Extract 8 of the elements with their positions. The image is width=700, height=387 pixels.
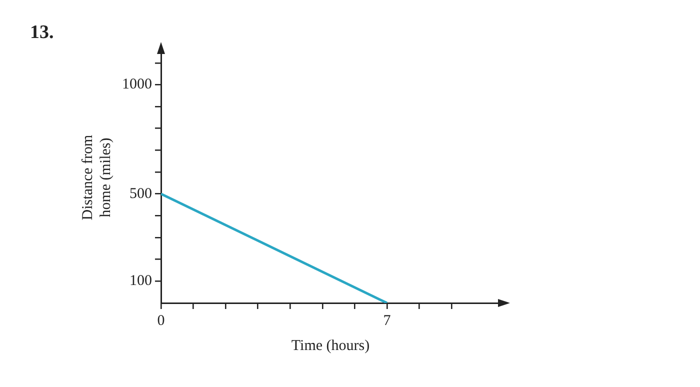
y-tick-label: 100 [130,273,152,290]
x-tick-label: 7 [383,312,392,329]
x-axis-title: Time (hours) [291,338,370,354]
y-axis-title: Distance from home (miles) [80,134,114,220]
text: 13. [30,22,54,44]
x-tick-label: 0 [157,312,165,329]
y-tick-label: 1000 [122,76,152,93]
y-tick-label: 500 [130,186,152,202]
